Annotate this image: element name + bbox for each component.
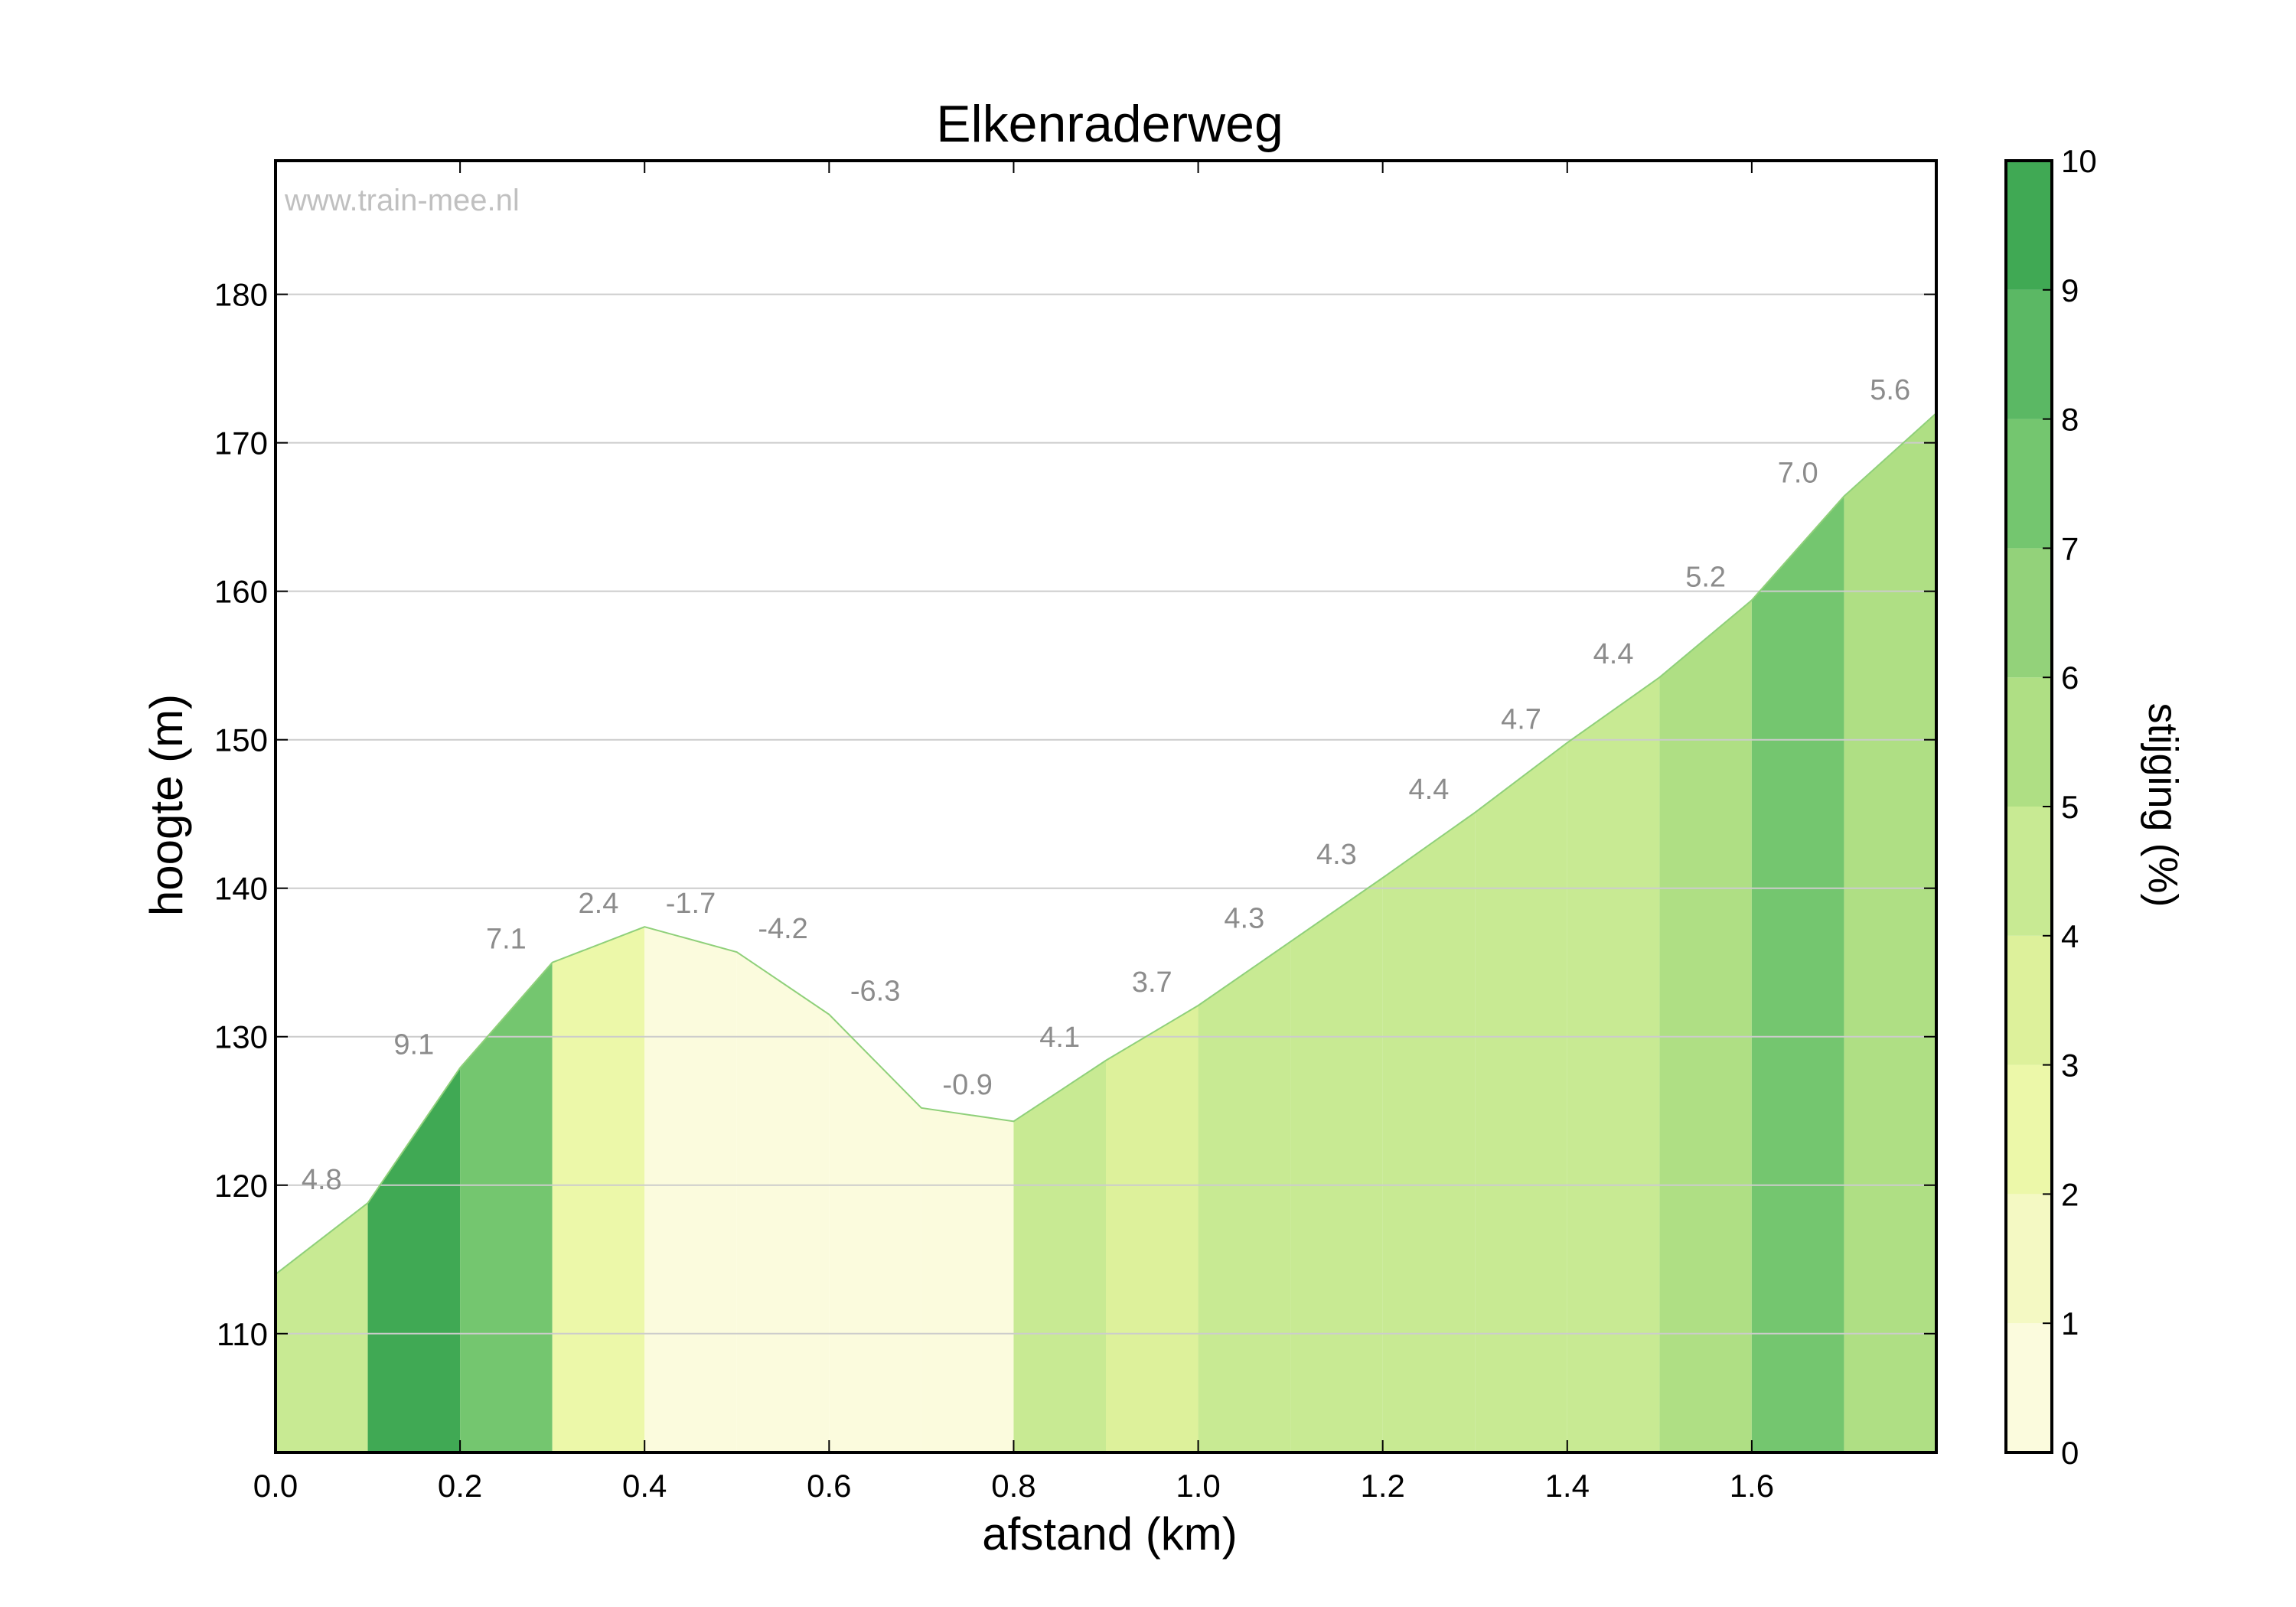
- colorbar-tick-label: 10: [2061, 143, 2097, 179]
- colorbar-band: [2006, 1064, 2052, 1195]
- colorbar-label: stijging (%): [2140, 702, 2186, 907]
- gradient-segment: [1290, 878, 1383, 1452]
- x-tick-label: 0.4: [622, 1468, 667, 1504]
- gradient-segment: [276, 1203, 368, 1452]
- colorbar-band: [2006, 419, 2052, 549]
- y-tick-label: 170: [214, 425, 268, 461]
- colorbar-band: [2006, 161, 2052, 290]
- gradient-segment: [1659, 600, 1752, 1452]
- y-tick-label: 160: [214, 574, 268, 610]
- y-tick-label: 150: [214, 722, 268, 758]
- gradient-segment: [1198, 941, 1291, 1452]
- x-axis-ticks: 0.0 0.2 0.4 0.6 0.8 1.0 1.2 1.4 1.6: [253, 161, 1774, 1504]
- colorbar-tick-label: 2: [2061, 1176, 2079, 1212]
- x-axis-label: afstand (km): [982, 1508, 1237, 1560]
- colorbar-tick-label: 4: [2061, 918, 2079, 954]
- colorbar-tick-label: 9: [2061, 272, 2079, 308]
- colorbar-band: [2006, 677, 2052, 807]
- gradient-segment: [921, 1107, 1014, 1452]
- gradient-segment: [1106, 1005, 1199, 1452]
- gradient-segment: [460, 962, 553, 1452]
- colorbar-tick-label: 6: [2061, 660, 2079, 696]
- gradient-segment: [1013, 1060, 1106, 1452]
- y-tick-label: 140: [214, 871, 268, 907]
- x-tick-label: 0.0: [253, 1468, 298, 1504]
- y-tick-label: 130: [214, 1019, 268, 1055]
- colorbar-band: [2006, 935, 2052, 1065]
- segment-label: 4.8: [302, 1164, 342, 1196]
- segment-label: -0.9: [942, 1069, 992, 1101]
- y-tick-label: 120: [214, 1168, 268, 1204]
- segment-label: 4.3: [1316, 839, 1357, 871]
- segment-label: 9.1: [393, 1028, 434, 1061]
- segment-label: 4.7: [1501, 704, 1541, 736]
- gradient-segment: [367, 1068, 461, 1452]
- colorbar-band: [2006, 1194, 2052, 1324]
- colorbar-tick-label: 1: [2061, 1305, 2079, 1341]
- colorbar-band: [2006, 807, 2052, 936]
- segment-label: -6.3: [850, 976, 900, 1008]
- gradient-segment: [644, 927, 737, 1452]
- x-tick-label: 1.2: [1360, 1468, 1404, 1504]
- elevation-profile-line: [275, 412, 1937, 1275]
- gridlines: [276, 293, 1936, 1335]
- segment-label: 7.0: [1778, 457, 1818, 489]
- y-tick-label: 110: [217, 1316, 268, 1352]
- gradient-segment: [736, 952, 830, 1452]
- segment-label: 7.1: [486, 924, 527, 956]
- x-tick-label: 0.6: [807, 1468, 851, 1504]
- segment-label: -1.7: [666, 888, 716, 920]
- y-tick-label: 180: [214, 277, 268, 313]
- segment-label: -4.2: [758, 913, 807, 945]
- x-tick-label: 1.6: [1730, 1468, 1774, 1504]
- y-axis-ticks: 110 120 130 140 150 160 170 180: [214, 277, 1936, 1352]
- gradient-segment: [1567, 677, 1660, 1452]
- plot-frame: [274, 159, 1938, 1454]
- chart-title: Elkenraderweg: [936, 95, 1283, 153]
- colorbar-band: [2006, 548, 2052, 678]
- segment-label: 5.6: [1870, 374, 1910, 406]
- x-tick-label: 1.0: [1176, 1468, 1220, 1504]
- segment-label: 2.4: [579, 888, 619, 920]
- segment-label: 4.1: [1039, 1022, 1080, 1054]
- segment-label: 4.4: [1593, 638, 1634, 670]
- x-tick-label: 1.4: [1545, 1468, 1590, 1504]
- colorbar-tick-label: 0: [2061, 1435, 2079, 1471]
- y-axis-label: hoogte (m): [141, 694, 192, 916]
- colorbar-tick-label: 3: [2061, 1048, 2079, 1084]
- watermark: www.train-mee.nl: [284, 184, 520, 217]
- colorbar-tick-label: 7: [2061, 530, 2079, 566]
- colorbar-ticks: 0 1 2 3 4 5 6 7 8 9 10: [2043, 143, 2097, 1471]
- x-tick-label: 0.2: [438, 1468, 482, 1504]
- segment-label: 4.4: [1409, 774, 1450, 806]
- colorbar-band: [2006, 1323, 2052, 1452]
- x-tick-label: 0.8: [991, 1468, 1035, 1504]
- colorbar: [2004, 159, 2053, 1454]
- gradient-segment: [1751, 496, 1844, 1452]
- colorbar-band: [2006, 289, 2052, 419]
- gradient-segment: [552, 927, 645, 1452]
- colorbar-tick-label: 8: [2061, 402, 2079, 438]
- gradient-segment: [1844, 412, 1936, 1452]
- gradient-segment: [829, 1014, 921, 1452]
- segment-gradient-labels: 4.8 9.1 7.1 2.4 -1.7 -4.2 -6.3 -0.9 4.1 3.7 4.3 4.3…: [302, 374, 1910, 1196]
- plot-area: [276, 412, 1936, 1452]
- gradient-segment: [1475, 742, 1567, 1452]
- segment-label: 4.3: [1224, 903, 1264, 935]
- segment-label: 3.7: [1132, 966, 1172, 999]
- gradient-segment: [1382, 812, 1476, 1452]
- segment-label: 5.2: [1685, 561, 1726, 593]
- colorbar-tick-label: 5: [2061, 789, 2079, 825]
